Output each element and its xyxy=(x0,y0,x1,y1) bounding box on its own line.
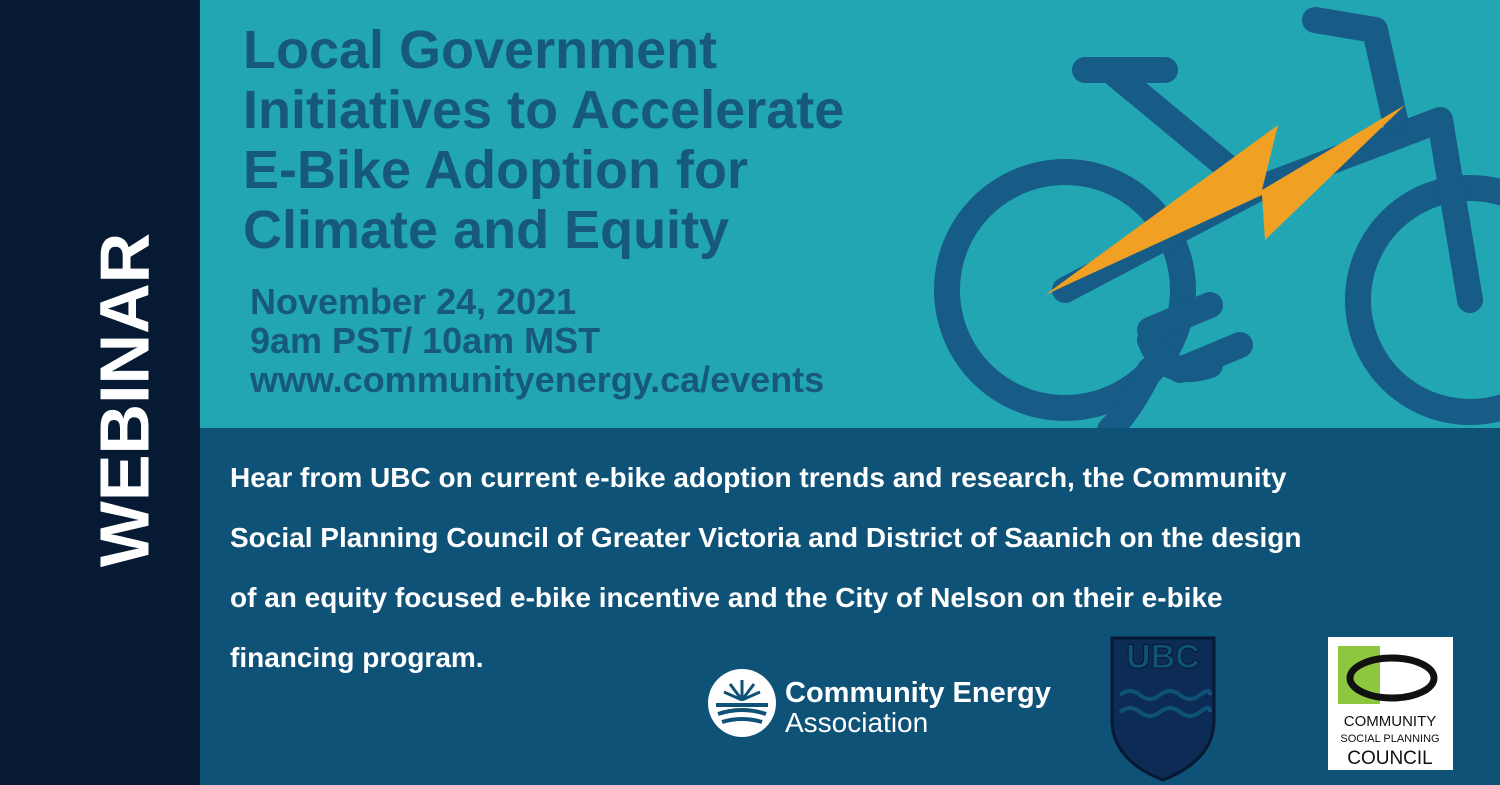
cspc-name: COMMUNITY xyxy=(1344,713,1437,730)
cea-logo: Community Energy Association xyxy=(708,669,1051,738)
lower-panel xyxy=(200,428,1500,785)
description-line: Hear from UBC on current e-bike adoption… xyxy=(230,462,1287,493)
event-url: www.communityenergy.ca/events xyxy=(249,359,824,400)
cea-name: Association xyxy=(785,707,928,738)
description-line: of an equity focused e-bike incentive an… xyxy=(230,582,1223,613)
description-line: financing program. xyxy=(230,642,484,673)
cspc-name: SOCIAL PLANNING xyxy=(1340,733,1439,745)
description-line: Social Planning Council of Greater Victo… xyxy=(230,522,1301,553)
cspc-logo: COMMUNITY SOCIAL PLANNING COUNCIL xyxy=(1328,637,1453,770)
cspc-name: COUNCIL xyxy=(1347,748,1433,769)
title-line: E-Bike Adoption for xyxy=(243,140,748,200)
event-time: 9am PST/ 10am MST xyxy=(250,320,600,361)
ubc-text: UBC xyxy=(1126,638,1200,676)
cea-name: Community Energy xyxy=(785,677,1051,709)
title-line: Climate and Equity xyxy=(243,200,729,260)
title-line: Initiatives to Accelerate xyxy=(243,80,844,140)
sidebar xyxy=(0,0,200,785)
ubc-logo: UBC xyxy=(1110,636,1216,782)
event-date: November 24, 2021 xyxy=(250,281,576,322)
bike-illustration xyxy=(934,7,1500,443)
lightning-bolt xyxy=(1045,105,1405,295)
title-line: Local Government xyxy=(243,20,717,80)
sidebar-label: WEBINAR xyxy=(85,233,163,567)
